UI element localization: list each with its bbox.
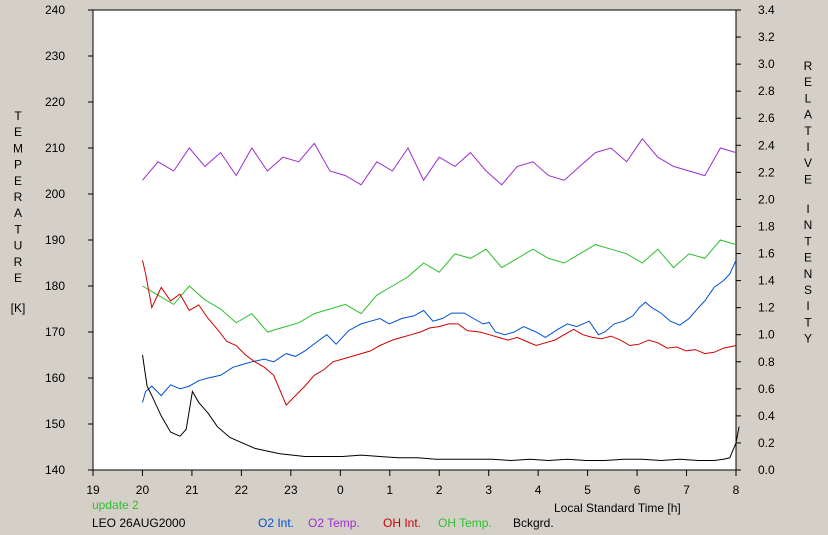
right-tick-label: 0.8 [758, 355, 775, 369]
x-axis-ticks: 19 20 21 22 23 0 1 2 3 4 5 6 7 8 [86, 470, 740, 497]
station-text: LEO 26AUG2000 [92, 516, 186, 530]
x-tick-label: 4 [535, 483, 542, 497]
right-axis-ticks: 0.0 0.2 0.4 0.6 0.8 1.0 1.2 1.4 1.6 1.8 2.0 2.2 2.4 2… [736, 3, 775, 477]
right-axis-letter: I [806, 202, 809, 216]
left-axis-letter: A [14, 206, 22, 220]
right-axis-letter: V [804, 156, 812, 170]
right-axis-letter: R [804, 59, 813, 73]
x-tick-label: 0 [337, 483, 344, 497]
left-axis-letter: T [14, 109, 22, 123]
left-axis-letter: U [14, 239, 23, 253]
left-axis-unit: [K] [11, 301, 26, 315]
right-tick-label: 3.0 [758, 57, 775, 71]
left-tick-label: 170 [45, 325, 65, 339]
right-tick-label: 0.4 [758, 409, 775, 423]
x-tick-label: 8 [733, 483, 740, 497]
right-tick-label: 0.2 [758, 436, 775, 450]
right-tick-label: 1.0 [758, 328, 775, 342]
right-tick-label: 3.2 [758, 30, 775, 44]
right-tick-label: 2.8 [758, 84, 775, 98]
left-axis-letter: P [14, 158, 22, 172]
legend-entry: OH Temp. [438, 516, 492, 530]
legend-entry: O2 Temp. [308, 516, 360, 530]
right-tick-label: 3.4 [758, 3, 775, 17]
x-tick-label: 5 [584, 483, 591, 497]
plot-area [92, 9, 737, 471]
x-tick-label: 7 [683, 483, 690, 497]
x-tick-label: 6 [634, 483, 641, 497]
left-axis-letter: E [14, 271, 22, 285]
legend-entry: O2 Int. [258, 516, 294, 530]
x-axis-label: Local Standard Time [h] [554, 501, 681, 515]
x-tick-label: 19 [86, 483, 100, 497]
right-axis-letter: N [804, 267, 813, 281]
right-tick-label: 1.6 [758, 247, 775, 261]
left-axis-letter: M [13, 141, 23, 155]
right-tick-label: 1.2 [758, 301, 775, 315]
right-tick-label: 2.6 [758, 111, 775, 125]
right-axis-letter: T [804, 124, 812, 138]
series-line-o2-temp- [142, 137, 737, 186]
x-tick-label: 22 [235, 483, 249, 497]
right-tick-label: 2.2 [758, 165, 775, 179]
right-tick-label: 2.0 [758, 192, 775, 206]
right-tick-label: 0.6 [758, 382, 775, 396]
left-tick-label: 240 [45, 3, 65, 17]
right-tick-label: 0.0 [758, 463, 775, 477]
right-axis-letter: E [804, 172, 812, 186]
legend: O2 Int. O2 Temp. OH Int. OH Temp. Bckgrd. [258, 516, 554, 530]
update-text: update 2 [92, 498, 139, 512]
series-line-bckgrd- [142, 354, 740, 462]
right-axis-letter: L [805, 91, 812, 105]
right-axis-letter: T [804, 315, 812, 329]
left-tick-label: 160 [45, 371, 65, 385]
right-axis-letter: A [804, 108, 812, 122]
right-tick-label: 1.4 [758, 274, 775, 288]
series-line-oh-temp- [142, 239, 737, 333]
right-axis-letter: I [806, 299, 809, 313]
right-tick-label: 2.4 [758, 138, 775, 152]
right-tick-label: 1.8 [758, 219, 775, 233]
legend-entry: Bckgrd. [513, 516, 554, 530]
legend-entry: OH Int. [383, 516, 421, 530]
right-axis-letter: I [806, 140, 809, 154]
x-tick-label: 2 [436, 483, 443, 497]
x-tick-label: 21 [185, 483, 199, 497]
right-axis-letter: Y [804, 332, 812, 346]
left-axis-letter: T [14, 222, 22, 236]
series-line-o2-int- [142, 260, 737, 403]
left-tick-label: 140 [45, 463, 65, 477]
left-axis-letter: E [14, 174, 22, 188]
series-line-oh-int- [142, 260, 737, 406]
right-axis-letter: E [804, 75, 812, 89]
right-axis-letter: T [804, 234, 812, 248]
x-tick-label: 20 [136, 483, 150, 497]
right-axis-letter: N [804, 218, 813, 232]
series-layer [142, 137, 740, 462]
left-axis-letter: E [14, 125, 22, 139]
x-tick-label: 23 [284, 483, 298, 497]
left-tick-label: 210 [45, 141, 65, 155]
left-tick-label: 180 [45, 279, 65, 293]
left-tick-label: 150 [45, 417, 65, 431]
left-tick-label: 190 [45, 233, 65, 247]
left-axis-letter: R [14, 190, 23, 204]
x-tick-label: 1 [386, 483, 393, 497]
left-axis-ticks: 140 150 160 170 180 190 200 210 220 230 240 [45, 3, 93, 477]
x-tick-label: 3 [485, 483, 492, 497]
left-tick-label: 200 [45, 187, 65, 201]
right-axis-letter: E [804, 251, 812, 265]
left-axis-letter: R [14, 255, 23, 269]
left-tick-label: 230 [45, 49, 65, 63]
right-axis-letter: S [804, 283, 812, 297]
left-tick-label: 220 [45, 95, 65, 109]
